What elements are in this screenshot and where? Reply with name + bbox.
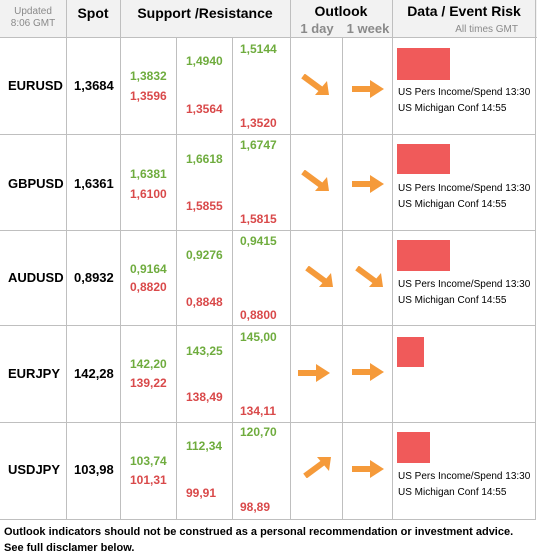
grid-line bbox=[290, 0, 291, 520]
resistance-1: 103,74 bbox=[130, 454, 167, 468]
risk-bar bbox=[397, 48, 450, 80]
resistance-2: 143,25 bbox=[186, 344, 223, 358]
support-2: 99,91 bbox=[186, 486, 217, 500]
row-divider bbox=[0, 230, 536, 231]
row-divider bbox=[0, 325, 536, 326]
support-1: 0,8820 bbox=[130, 280, 167, 294]
spot-header: Spot bbox=[77, 5, 109, 21]
table-row-audusd: AUDUSD 0,8932 0,9164 0,8820 0,9276 0,884… bbox=[0, 230, 537, 325]
table-row-eurjpy: EURJPY 142,28 142,20 139,22 143,25 138,4… bbox=[0, 325, 537, 422]
updated-cell: Updated 8:06 GMT bbox=[0, 0, 66, 38]
spot-price: 1,3684 bbox=[74, 78, 114, 93]
arrow-down-right-icon bbox=[305, 266, 333, 287]
table-row-gbpusd: GBPUSD 1,6361 1,6381 1,6100 1,6618 1,585… bbox=[0, 134, 537, 230]
resistance-1: 142,20 bbox=[130, 357, 167, 371]
arrow-right-icon bbox=[352, 175, 384, 193]
table-header bbox=[0, 0, 537, 38]
spot-price: 1,6361 bbox=[74, 176, 114, 191]
outlook-1week-header: 1 week bbox=[346, 21, 390, 36]
arrow-right-icon bbox=[352, 460, 384, 478]
disclaimer-text: Outlook indicators should not be constru… bbox=[4, 526, 514, 554]
support-resistance-header: Support /Resistance bbox=[137, 5, 273, 21]
support-1: 101,31 bbox=[130, 473, 167, 487]
resistance-3: 145,00 bbox=[240, 330, 277, 344]
event-item: US Pers Income/Spend 13:30 bbox=[398, 183, 531, 194]
outlook-header: Outlook bbox=[314, 3, 368, 19]
event-item: US Michigan Conf 14:55 bbox=[398, 487, 507, 498]
support-2: 1,5855 bbox=[186, 199, 223, 213]
times-gmt-label: All times GMT bbox=[455, 24, 518, 35]
support-2: 1,3564 bbox=[186, 102, 223, 116]
arrow-down-right-icon bbox=[301, 74, 329, 95]
resistance-3: 1,5144 bbox=[240, 42, 277, 56]
grid-line bbox=[392, 0, 393, 520]
resistance-2: 112,34 bbox=[186, 439, 223, 453]
grid-line bbox=[176, 38, 177, 520]
resistance-2: 1,4940 bbox=[186, 54, 223, 68]
row-divider bbox=[0, 422, 536, 423]
pair-name: USDJPY bbox=[8, 462, 61, 477]
support-3: 98,89 bbox=[240, 500, 271, 514]
resistance-1: 1,6381 bbox=[130, 167, 167, 181]
event-item: US Michigan Conf 14:55 bbox=[398, 199, 507, 210]
row-divider bbox=[0, 519, 536, 520]
support-3: 1,3520 bbox=[240, 116, 277, 130]
support-3: 1,5815 bbox=[240, 212, 277, 226]
grid-line bbox=[342, 38, 343, 520]
resistance-3: 120,70 bbox=[240, 425, 277, 439]
grid-line bbox=[66, 0, 67, 520]
resistance-3: 0,9415 bbox=[240, 234, 277, 248]
resistance-2: 1,6618 bbox=[186, 152, 223, 166]
data-event-header: Data / Event Risk bbox=[407, 3, 521, 19]
updated-label: Updated bbox=[14, 6, 52, 17]
resistance-1: 0,9164 bbox=[130, 262, 167, 276]
spot-price: 142,28 bbox=[74, 366, 114, 381]
updated-time: 8:06 GMT bbox=[10, 18, 56, 29]
resistance-1: 1,3832 bbox=[130, 69, 167, 83]
arrow-down-right-icon bbox=[301, 170, 329, 191]
support-2: 138,49 bbox=[186, 390, 223, 404]
event-item: US Michigan Conf 14:55 bbox=[398, 295, 507, 306]
arrow-up-right-icon bbox=[303, 457, 331, 478]
pair-name: EURJPY bbox=[8, 366, 61, 381]
support-1: 1,6100 bbox=[130, 187, 167, 201]
arrow-down-right-icon bbox=[355, 266, 383, 287]
risk-bar bbox=[397, 432, 430, 463]
arrow-right-icon bbox=[352, 363, 384, 381]
support-3: 134,11 bbox=[240, 404, 277, 418]
spot-price: 103,98 bbox=[74, 462, 114, 477]
resistance-3: 1,6747 bbox=[240, 138, 277, 152]
pair-name: AUDUSD bbox=[8, 270, 64, 285]
resistance-2: 0,9276 bbox=[186, 248, 223, 262]
support-1: 1,3596 bbox=[130, 89, 167, 103]
risk-bar bbox=[397, 144, 450, 174]
pair-name: GBPUSD bbox=[8, 176, 64, 191]
spot-price: 0,8932 bbox=[74, 270, 114, 285]
event-item: US Pers Income/Spend 13:30 bbox=[398, 471, 531, 482]
row-divider bbox=[0, 134, 536, 135]
table-row-usdjpy: USDJPY 103,98 103,74 101,31 112,34 99,91… bbox=[0, 422, 537, 519]
pair-name: EURUSD bbox=[8, 78, 63, 93]
arrow-right-icon bbox=[352, 80, 384, 98]
grid-line bbox=[535, 0, 536, 520]
support-2: 0,8848 bbox=[186, 295, 223, 309]
event-item: US Michigan Conf 14:55 bbox=[398, 103, 507, 114]
risk-bar bbox=[397, 337, 424, 367]
outlook-1day-header: 1 day bbox=[300, 21, 334, 36]
support-1: 139,22 bbox=[130, 376, 167, 390]
support-3: 0,8800 bbox=[240, 308, 277, 322]
event-item: US Pers Income/Spend 13:30 bbox=[398, 87, 531, 98]
grid-line bbox=[120, 0, 121, 520]
grid-line bbox=[232, 38, 233, 520]
table-row-eurusd: EURUSD 1,3684 1,3832 1,3596 1,4940 1,356… bbox=[0, 38, 537, 134]
event-item: US Pers Income/Spend 13:30 bbox=[398, 279, 531, 290]
arrow-right-icon bbox=[298, 364, 330, 382]
risk-bar bbox=[397, 240, 450, 271]
